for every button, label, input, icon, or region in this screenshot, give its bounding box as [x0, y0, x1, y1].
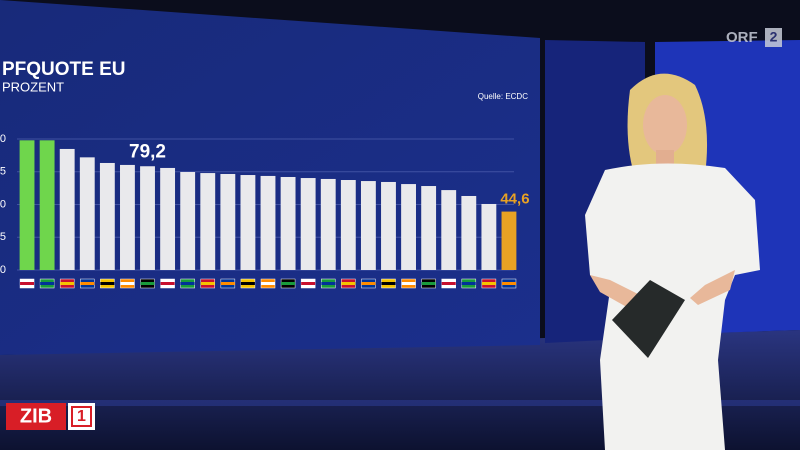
- bar: [441, 190, 457, 270]
- bar: [120, 164, 135, 270]
- flag-stripe: [180, 282, 195, 285]
- bar: [240, 175, 256, 270]
- chart: PFQUOTE EU PROZENT Quelle: ECDC 0 25 50 75 1…: [0, 59, 530, 289]
- flag-stripe: [381, 282, 396, 285]
- bar: [99, 162, 115, 270]
- chart-subtitle: PROZENT: [2, 79, 64, 94]
- bar: [461, 195, 477, 270]
- flag-stripe: [80, 282, 95, 285]
- flag-stripe: [341, 282, 356, 285]
- bar: [59, 148, 75, 270]
- show-logo-text: ZIB: [20, 405, 52, 427]
- flag-stripe: [421, 282, 436, 285]
- flag-stripe: [441, 282, 456, 285]
- flag-stripe: [60, 282, 75, 285]
- y-tick-label: 0: [0, 264, 6, 276]
- flag-stripe: [361, 282, 376, 285]
- bar: [300, 178, 316, 270]
- bar: [501, 211, 517, 270]
- bar: [280, 176, 296, 270]
- bar: [19, 140, 35, 270]
- flag-stripe: [240, 282, 255, 285]
- flag-stripe: [140, 282, 155, 285]
- channel-logo-number: 2: [770, 29, 778, 45]
- channel-logo: ORF 2: [726, 28, 782, 47]
- value-label: 44,6: [500, 191, 529, 208]
- bar: [140, 166, 155, 270]
- flag-stripe: [501, 282, 516, 285]
- bar: [340, 180, 356, 270]
- bar: [481, 203, 497, 270]
- flag-stripe: [401, 282, 416, 285]
- flag-stripe: [220, 282, 235, 285]
- flag-stripe: [281, 282, 296, 285]
- y-tick-label: 100: [0, 133, 6, 145]
- bar: [381, 181, 396, 270]
- bar: [79, 157, 95, 270]
- chart-source: Quelle: ECDC: [478, 92, 528, 101]
- flag-stripe: [481, 282, 496, 285]
- bar: [421, 186, 437, 270]
- flag-stripe: [461, 282, 476, 285]
- flag-stripe: [120, 282, 135, 285]
- y-tick-label: 50: [0, 198, 6, 210]
- show-logo: ZIB 1: [6, 403, 95, 430]
- flag-stripe: [100, 282, 115, 285]
- flag-stripe: [40, 282, 55, 285]
- channel-logo-text: ORF: [726, 29, 758, 46]
- bar: [260, 175, 276, 270]
- y-tick-label: 75: [0, 166, 6, 178]
- bar: [160, 167, 176, 270]
- floor-line: [0, 400, 800, 406]
- flag-stripe: [261, 282, 275, 285]
- bar: [200, 173, 216, 270]
- flag-stripe: [20, 282, 35, 285]
- flag-stripe: [301, 282, 316, 285]
- bar: [39, 140, 55, 270]
- value-label: 79,2: [129, 141, 166, 162]
- y-tick-label: 25: [0, 231, 6, 243]
- chart-title: PFQUOTE EU: [2, 59, 126, 80]
- bar: [360, 181, 376, 270]
- bar: [180, 172, 196, 270]
- flag-stripe: [321, 282, 336, 285]
- show-logo-number: 1: [77, 408, 86, 425]
- flag-stripe: [160, 282, 175, 285]
- bar: [401, 184, 416, 270]
- presenter: [585, 73, 760, 450]
- flag-stripe: [200, 282, 215, 285]
- bar: [220, 173, 236, 270]
- bar: [320, 178, 336, 270]
